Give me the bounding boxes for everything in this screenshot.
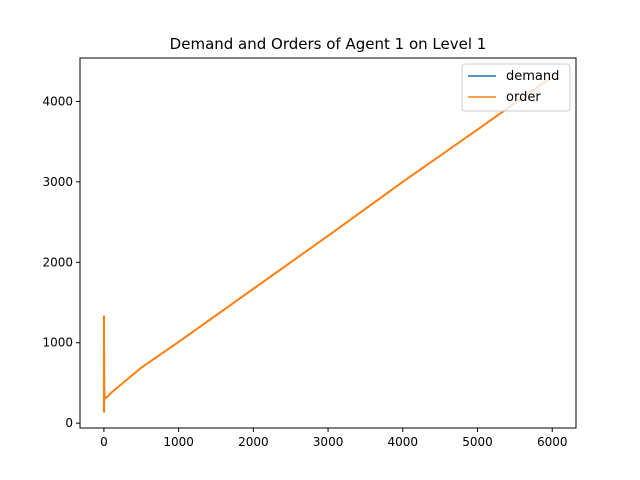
chart-title: Demand and Orders of Agent 1 on Level 1: [170, 35, 487, 53]
x-tick-label: 3000: [313, 435, 344, 449]
legend-label-demand: demand: [506, 69, 559, 84]
y-tick-label: 1000: [42, 336, 73, 350]
series-layer: [102, 75, 553, 413]
x-tick-label: 4000: [388, 435, 419, 449]
y-tick-label: 4000: [42, 94, 73, 108]
y-axis: 0 1000 2000 3000 4000: [42, 94, 80, 430]
y-tick-label: 2000: [42, 255, 73, 269]
legend-entries: demand order: [468, 69, 559, 105]
plot-area: [79, 57, 577, 429]
chart-legend: demand order: [461, 63, 571, 112]
x-tick-label: 6000: [537, 435, 568, 449]
x-tick-label: 1000: [163, 435, 194, 449]
y-tick-label: 0: [65, 416, 73, 430]
series-line-order: [102, 75, 553, 413]
x-tick-label: 2000: [238, 435, 269, 449]
x-tick-label: 5000: [462, 435, 493, 449]
legend-label-order: order: [506, 90, 541, 105]
x-axis: 0 1000 2000 3000 4000 5000 6000: [100, 428, 568, 449]
plot-background: [80, 58, 576, 428]
x-tick-label: 0: [100, 435, 108, 449]
y-tick-label: 3000: [42, 175, 73, 189]
